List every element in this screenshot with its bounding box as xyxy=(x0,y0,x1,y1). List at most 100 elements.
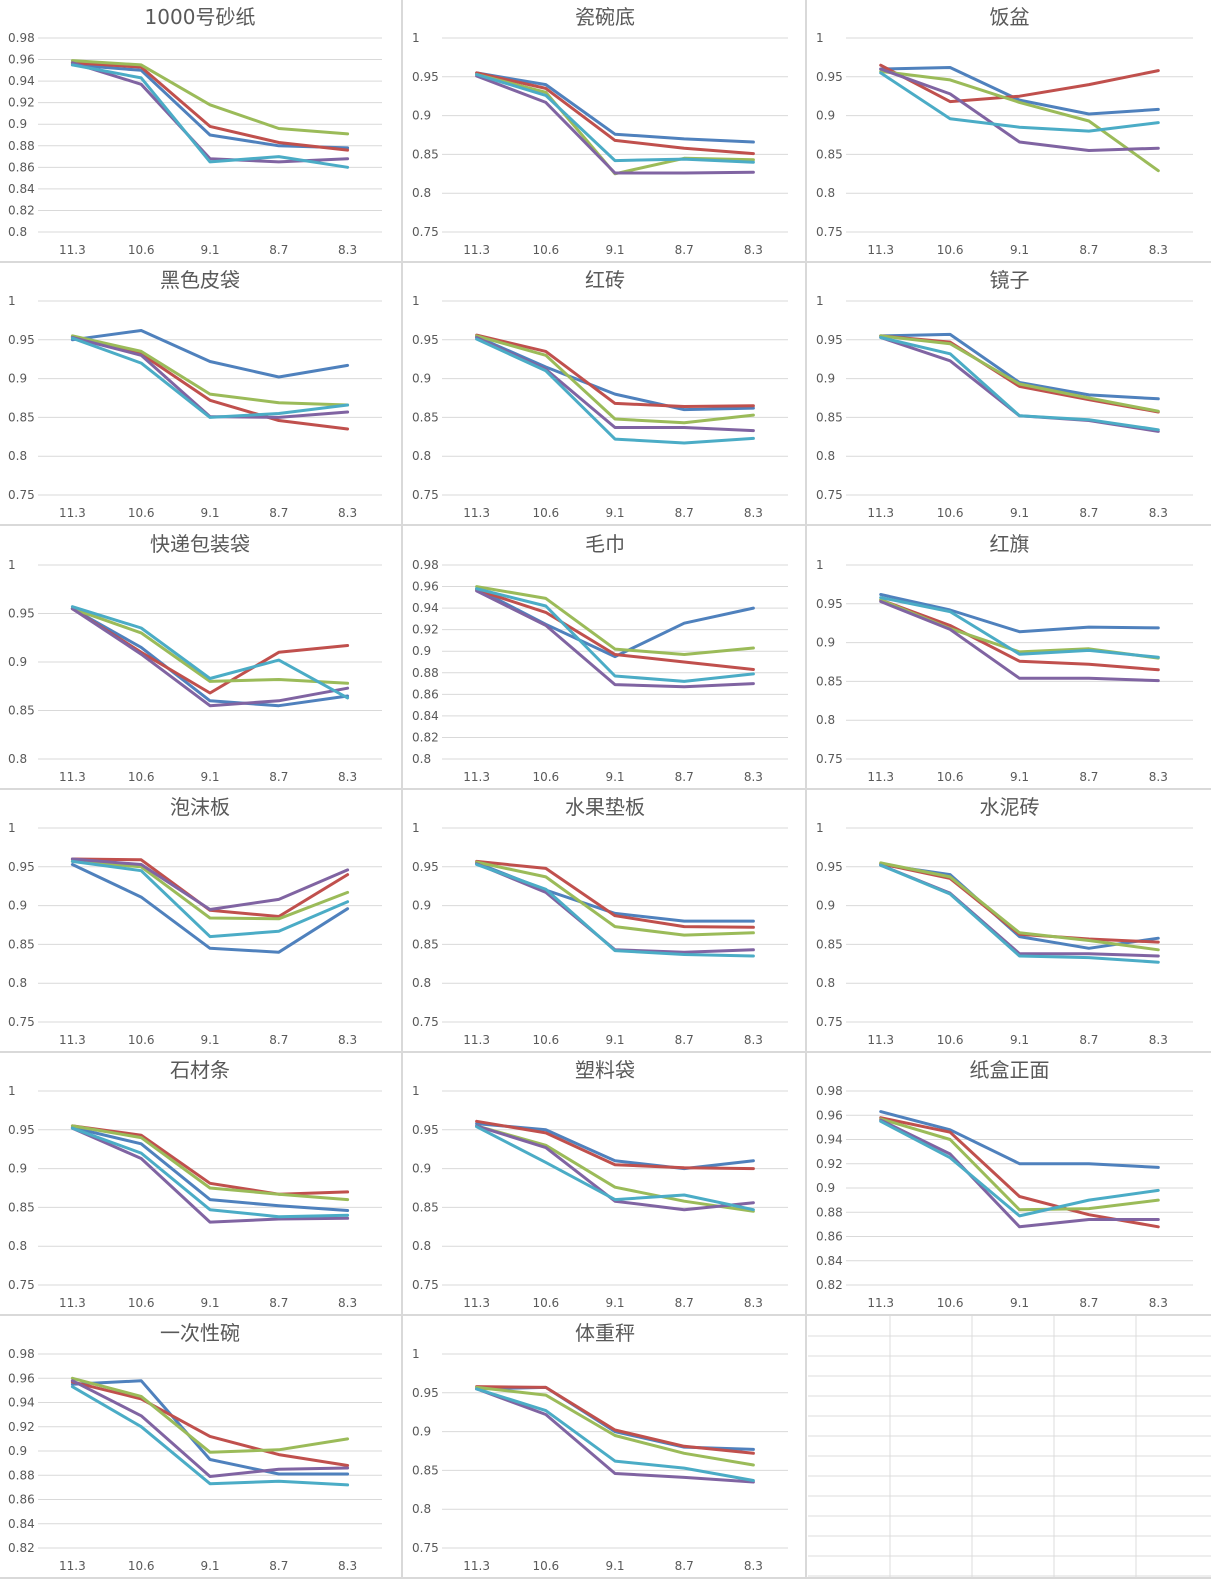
series-line xyxy=(70,607,350,708)
y-tick-label: 0.85 xyxy=(412,410,439,424)
chart-title: 饭盆 xyxy=(990,5,1030,29)
x-tick-label: 11.3 xyxy=(59,1559,86,1573)
series-line xyxy=(70,607,350,685)
x-tick-label: 8.3 xyxy=(1149,1296,1168,1310)
y-tick-label: 0.82 xyxy=(8,1541,35,1555)
line-chart: 瓷碗底 0.75 0.8 0.85 0.9 0.95 1 11.3 10.6 9.1 8.7 8.3 xyxy=(412,5,788,257)
series-line xyxy=(879,1118,1160,1229)
y-tick-label: 0.95 xyxy=(816,333,843,347)
y-tick-label: 0.82 xyxy=(412,730,439,744)
y-tick-label: 0.9 xyxy=(412,109,431,123)
series-line xyxy=(879,863,1160,964)
y-tick-label: 1 xyxy=(8,1084,16,1098)
x-tick-label: 10.6 xyxy=(532,1296,559,1310)
line-chart: 石材条 0.75 0.8 0.85 0.9 0.95 1 11.3 10.6 9.1 8.7 8.3 xyxy=(8,1058,382,1310)
series-line xyxy=(475,1125,755,1212)
series-line xyxy=(70,605,350,700)
chart-panel: 体重秤 0.75 0.8 0.85 0.9 0.95 1 11.3 10.6 9.1 8.7 8.3 xyxy=(404,1316,806,1578)
y-tick-label: 0.8 xyxy=(412,1239,431,1253)
y-tick-label: 0.88 xyxy=(412,666,439,680)
y-tick-label: 0.75 xyxy=(8,1278,35,1292)
x-tick-label: 8.7 xyxy=(675,506,694,520)
x-tick-label: 8.7 xyxy=(675,1033,694,1047)
x-tick-label: 10.6 xyxy=(128,1296,155,1310)
y-tick-label: 0.85 xyxy=(816,410,843,424)
y-tick-label: 1 xyxy=(412,1347,420,1361)
y-tick-label: 0.95 xyxy=(412,70,439,84)
y-tick-label: 0.88 xyxy=(8,139,35,153)
chart-panel: 一次性碗 0.82 0.84 0.86 0.88 0.9 0.92 0.94 0.96 0.98 1… xyxy=(0,1316,400,1578)
series-line xyxy=(475,335,755,412)
x-tick-label: 8.7 xyxy=(675,770,694,784)
x-tick-label: 10.6 xyxy=(937,243,964,257)
chart-panel: 毛巾 0.8 0.82 0.84 0.86 0.88 0.9 0.92 0.94 0.96 0.98… xyxy=(404,527,806,789)
y-tick-label: 1 xyxy=(816,558,824,572)
series-line xyxy=(70,59,350,136)
y-tick-label: 0.84 xyxy=(8,1517,35,1531)
y-tick-label: 1 xyxy=(8,558,16,572)
series-line xyxy=(70,63,350,169)
y-tick-label: 0.98 xyxy=(8,31,35,45)
y-tick-label: 0.95 xyxy=(412,1123,439,1137)
x-tick-label: 8.3 xyxy=(1149,770,1168,784)
y-tick-label: 0.95 xyxy=(8,607,35,621)
y-tick-label: 0.8 xyxy=(8,225,27,239)
chart-title: 水泥砖 xyxy=(980,795,1040,819)
series-line xyxy=(475,71,755,144)
y-tick-label: 0.86 xyxy=(412,687,439,701)
y-tick-label: 0.94 xyxy=(8,1396,35,1410)
chart-title: 黑色皮袋 xyxy=(160,268,240,292)
y-tick-label: 0.85 xyxy=(412,937,439,951)
series-line xyxy=(70,859,350,939)
series-line xyxy=(879,1117,1160,1212)
series-line xyxy=(879,1119,1160,1218)
y-tick-label: 0.96 xyxy=(816,1108,843,1122)
x-tick-label: 9.1 xyxy=(200,1033,219,1047)
y-tick-label: 0.95 xyxy=(8,333,35,347)
line-chart: 饭盆 0.75 0.8 0.85 0.9 0.95 1 11.3 10.6 9.1 8.7 8.3 xyxy=(816,5,1193,257)
y-tick-label: 0.9 xyxy=(8,899,27,913)
x-tick-label: 8.7 xyxy=(269,1296,288,1310)
x-tick-label: 8.3 xyxy=(744,243,763,257)
series-line xyxy=(475,71,755,156)
y-tick-label: 0.75 xyxy=(412,1278,439,1292)
y-tick-label: 0.86 xyxy=(8,1493,35,1507)
line-chart: 体重秤 0.75 0.8 0.85 0.9 0.95 1 11.3 10.6 9.1 8.7 8.3 xyxy=(412,1321,788,1573)
chart-title: 红砖 xyxy=(585,268,625,292)
y-tick-label: 0.8 xyxy=(412,449,431,463)
y-tick-label: 0.9 xyxy=(816,636,835,650)
y-tick-label: 0.82 xyxy=(8,203,35,217)
y-tick-label: 0.8 xyxy=(8,976,27,990)
column-divider xyxy=(401,0,403,1578)
series-line xyxy=(475,1122,755,1171)
series-line xyxy=(879,63,1160,104)
y-tick-label: 0.85 xyxy=(8,937,35,951)
series-line xyxy=(70,1126,350,1212)
y-tick-label: 0.75 xyxy=(816,752,843,766)
chart-title: 快递包装袋 xyxy=(150,532,250,556)
y-tick-label: 0.84 xyxy=(412,709,439,723)
series-line xyxy=(70,1126,350,1224)
series-line xyxy=(475,74,755,175)
x-tick-label: 8.3 xyxy=(744,1296,763,1310)
line-chart: 塑料袋 0.75 0.8 0.85 0.9 0.95 1 11.3 10.6 9.1 8.7 8.3 xyxy=(412,1058,788,1310)
y-tick-label: 0.86 xyxy=(816,1230,843,1244)
series-line xyxy=(475,1385,755,1451)
x-tick-label: 8.7 xyxy=(269,506,288,520)
x-tick-label: 8.7 xyxy=(269,1033,288,1047)
line-chart: 红旗 0.75 0.8 0.85 0.9 0.95 1 11.3 10.6 9.1 8.7 8.3 xyxy=(816,532,1193,784)
line-chart: 泡沫板 0.75 0.8 0.85 0.9 0.95 1 11.3 10.6 9.1 8.7 8.3 xyxy=(8,795,382,1047)
x-tick-label: 9.1 xyxy=(1010,770,1029,784)
series-line xyxy=(879,67,1160,152)
y-tick-label: 1 xyxy=(816,294,824,308)
x-tick-label: 9.1 xyxy=(1010,1033,1029,1047)
y-tick-label: 0.95 xyxy=(816,860,843,874)
series-line xyxy=(70,863,350,954)
x-tick-label: 9.1 xyxy=(605,243,624,257)
chart-title: 体重秤 xyxy=(575,1321,635,1345)
y-tick-label: 0.94 xyxy=(8,74,35,88)
chart-title: 毛巾 xyxy=(585,532,625,556)
x-tick-label: 10.6 xyxy=(532,506,559,520)
x-tick-label: 8.3 xyxy=(744,506,763,520)
y-tick-label: 0.95 xyxy=(8,860,35,874)
